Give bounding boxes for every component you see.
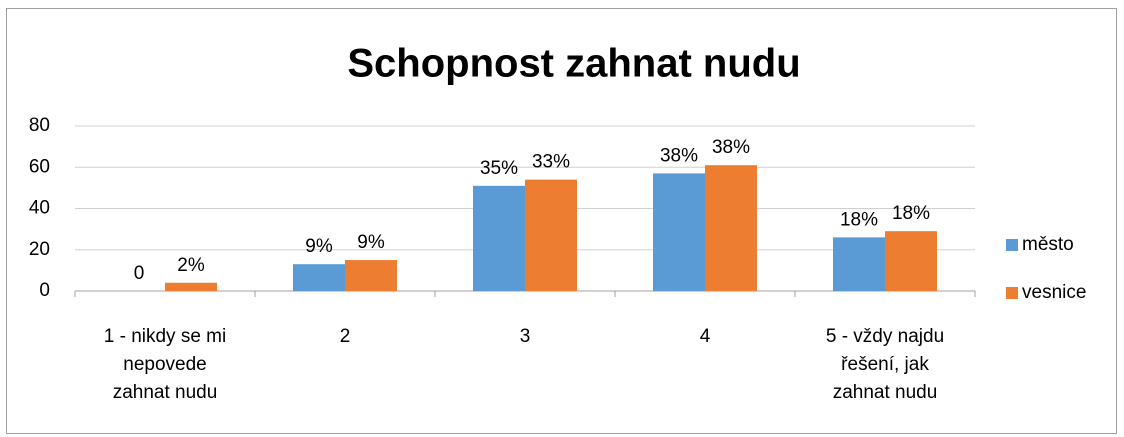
- x-tick-label: 3: [520, 326, 531, 347]
- data-label: 38%: [660, 145, 698, 166]
- bar: [833, 237, 885, 291]
- legend-label: vesnice: [1022, 282, 1086, 303]
- bar: [473, 185, 525, 291]
- bar: [885, 231, 937, 291]
- data-label: 0: [134, 263, 145, 284]
- bar: [165, 282, 217, 291]
- bar: [345, 260, 397, 291]
- x-tick-label: 5 - vždy najdu řešení, jak zahnat nudu: [826, 326, 944, 403]
- y-tick-label: 20: [29, 239, 50, 260]
- legend-label: město: [1022, 234, 1074, 255]
- bar: [525, 179, 577, 291]
- legend-swatch: [1006, 287, 1018, 299]
- x-tick-label: 1 - nikdy se mi nepovede zahnat nudu: [104, 326, 226, 403]
- y-tick-label: 60: [29, 156, 50, 177]
- x-tick-label: 2: [340, 326, 351, 347]
- bar: [705, 165, 757, 291]
- data-label: 18%: [840, 209, 878, 230]
- data-label: 33%: [532, 152, 570, 173]
- data-label: 9%: [357, 232, 385, 253]
- data-label: 38%: [712, 137, 750, 158]
- y-tick-label: 40: [29, 198, 50, 219]
- bar: [653, 173, 705, 291]
- bar: [293, 264, 345, 291]
- y-tick-label: 0: [39, 280, 50, 301]
- x-tick-label: 4: [700, 326, 711, 347]
- data-label: 2%: [177, 255, 205, 276]
- y-tick-label: 80: [29, 115, 50, 136]
- legend-swatch: [1006, 239, 1018, 251]
- data-label: 35%: [480, 158, 518, 179]
- data-label: 18%: [892, 203, 930, 224]
- data-label: 9%: [305, 236, 333, 257]
- chart-title: Schopnost zahnat nudu: [347, 42, 800, 86]
